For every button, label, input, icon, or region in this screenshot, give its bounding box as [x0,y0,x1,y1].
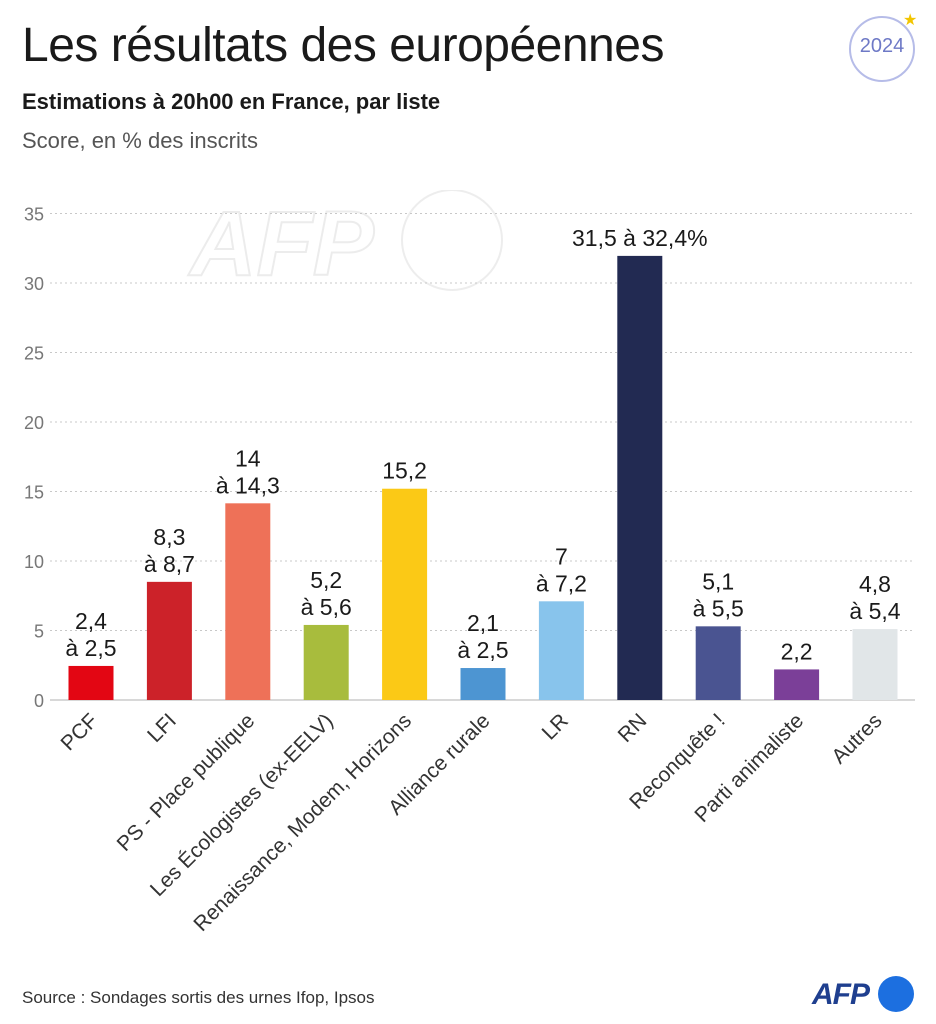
data-label: à 7,2 [536,570,587,596]
y-tick-label: 20 [24,413,44,433]
bar [852,629,898,700]
bar [774,669,820,700]
bar [225,503,271,700]
bar [382,488,428,700]
bar [68,665,114,700]
bar [146,581,192,700]
y-tick-label: 15 [24,483,44,503]
data-label: 14 [235,445,261,471]
watermark-text: AFP [188,193,375,295]
logo-dot-icon [878,976,914,1012]
data-label: à 5,5 [693,595,744,621]
year-badge: 2024 ★ [849,12,917,82]
data-label: 31,5 à 32,4% [572,225,708,251]
data-label: à 2,5 [457,637,508,663]
x-tick-label: PS - Place publique [113,709,260,856]
logo-text: AFP [812,978,870,1011]
y-tick-label: 25 [24,344,44,364]
data-label: 8,3 [153,524,185,550]
data-label: à 5,4 [849,598,900,624]
data-label: 4,8 [859,571,891,597]
y-tick-label: 5 [34,622,44,642]
source-note: Source : Sondages sortis des urnes Ifop,… [22,988,375,1007]
y-tick-label: 10 [24,552,44,572]
bar [538,601,584,700]
chart-subtitle: Estimations à 20h00 en France, par liste [22,89,441,114]
data-label: 5,1 [702,568,734,594]
x-tick-label: RN [614,709,652,747]
data-label: 2,1 [467,610,499,636]
chart-title: Les résultats des européennes [22,19,664,72]
bar [695,626,741,700]
data-label: 7 [555,543,568,569]
afp-logo: AFP [812,974,918,1014]
y-tick-label: 30 [24,274,44,294]
bar [303,624,349,700]
unit-label: Score, en % des inscrits [22,128,258,153]
bar [460,668,506,700]
x-tick-label: LR [538,709,573,744]
data-label: à 2,5 [65,635,116,661]
data-label: à 8,7 [144,551,195,577]
y-tick-label: 35 [24,205,44,225]
data-label: 2,2 [781,638,813,664]
bar [617,255,663,700]
x-tick-label: LFI [143,709,181,747]
data-label: 5,2 [310,567,342,593]
badge-year: 2024 [859,35,905,57]
badge-ring [849,16,915,82]
x-tick-label: PCF [57,709,103,755]
watermark-logo: AFP [187,190,503,296]
data-label: 2,4 [75,608,107,634]
data-label: à 14,3 [216,472,280,498]
watermark-circle [401,190,503,291]
data-label: à 5,6 [301,594,352,620]
star-icon: ★ [903,12,918,29]
y-tick-label: 0 [34,691,44,711]
data-label: 15,2 [382,458,427,484]
x-tick-label: Autres [827,709,886,768]
